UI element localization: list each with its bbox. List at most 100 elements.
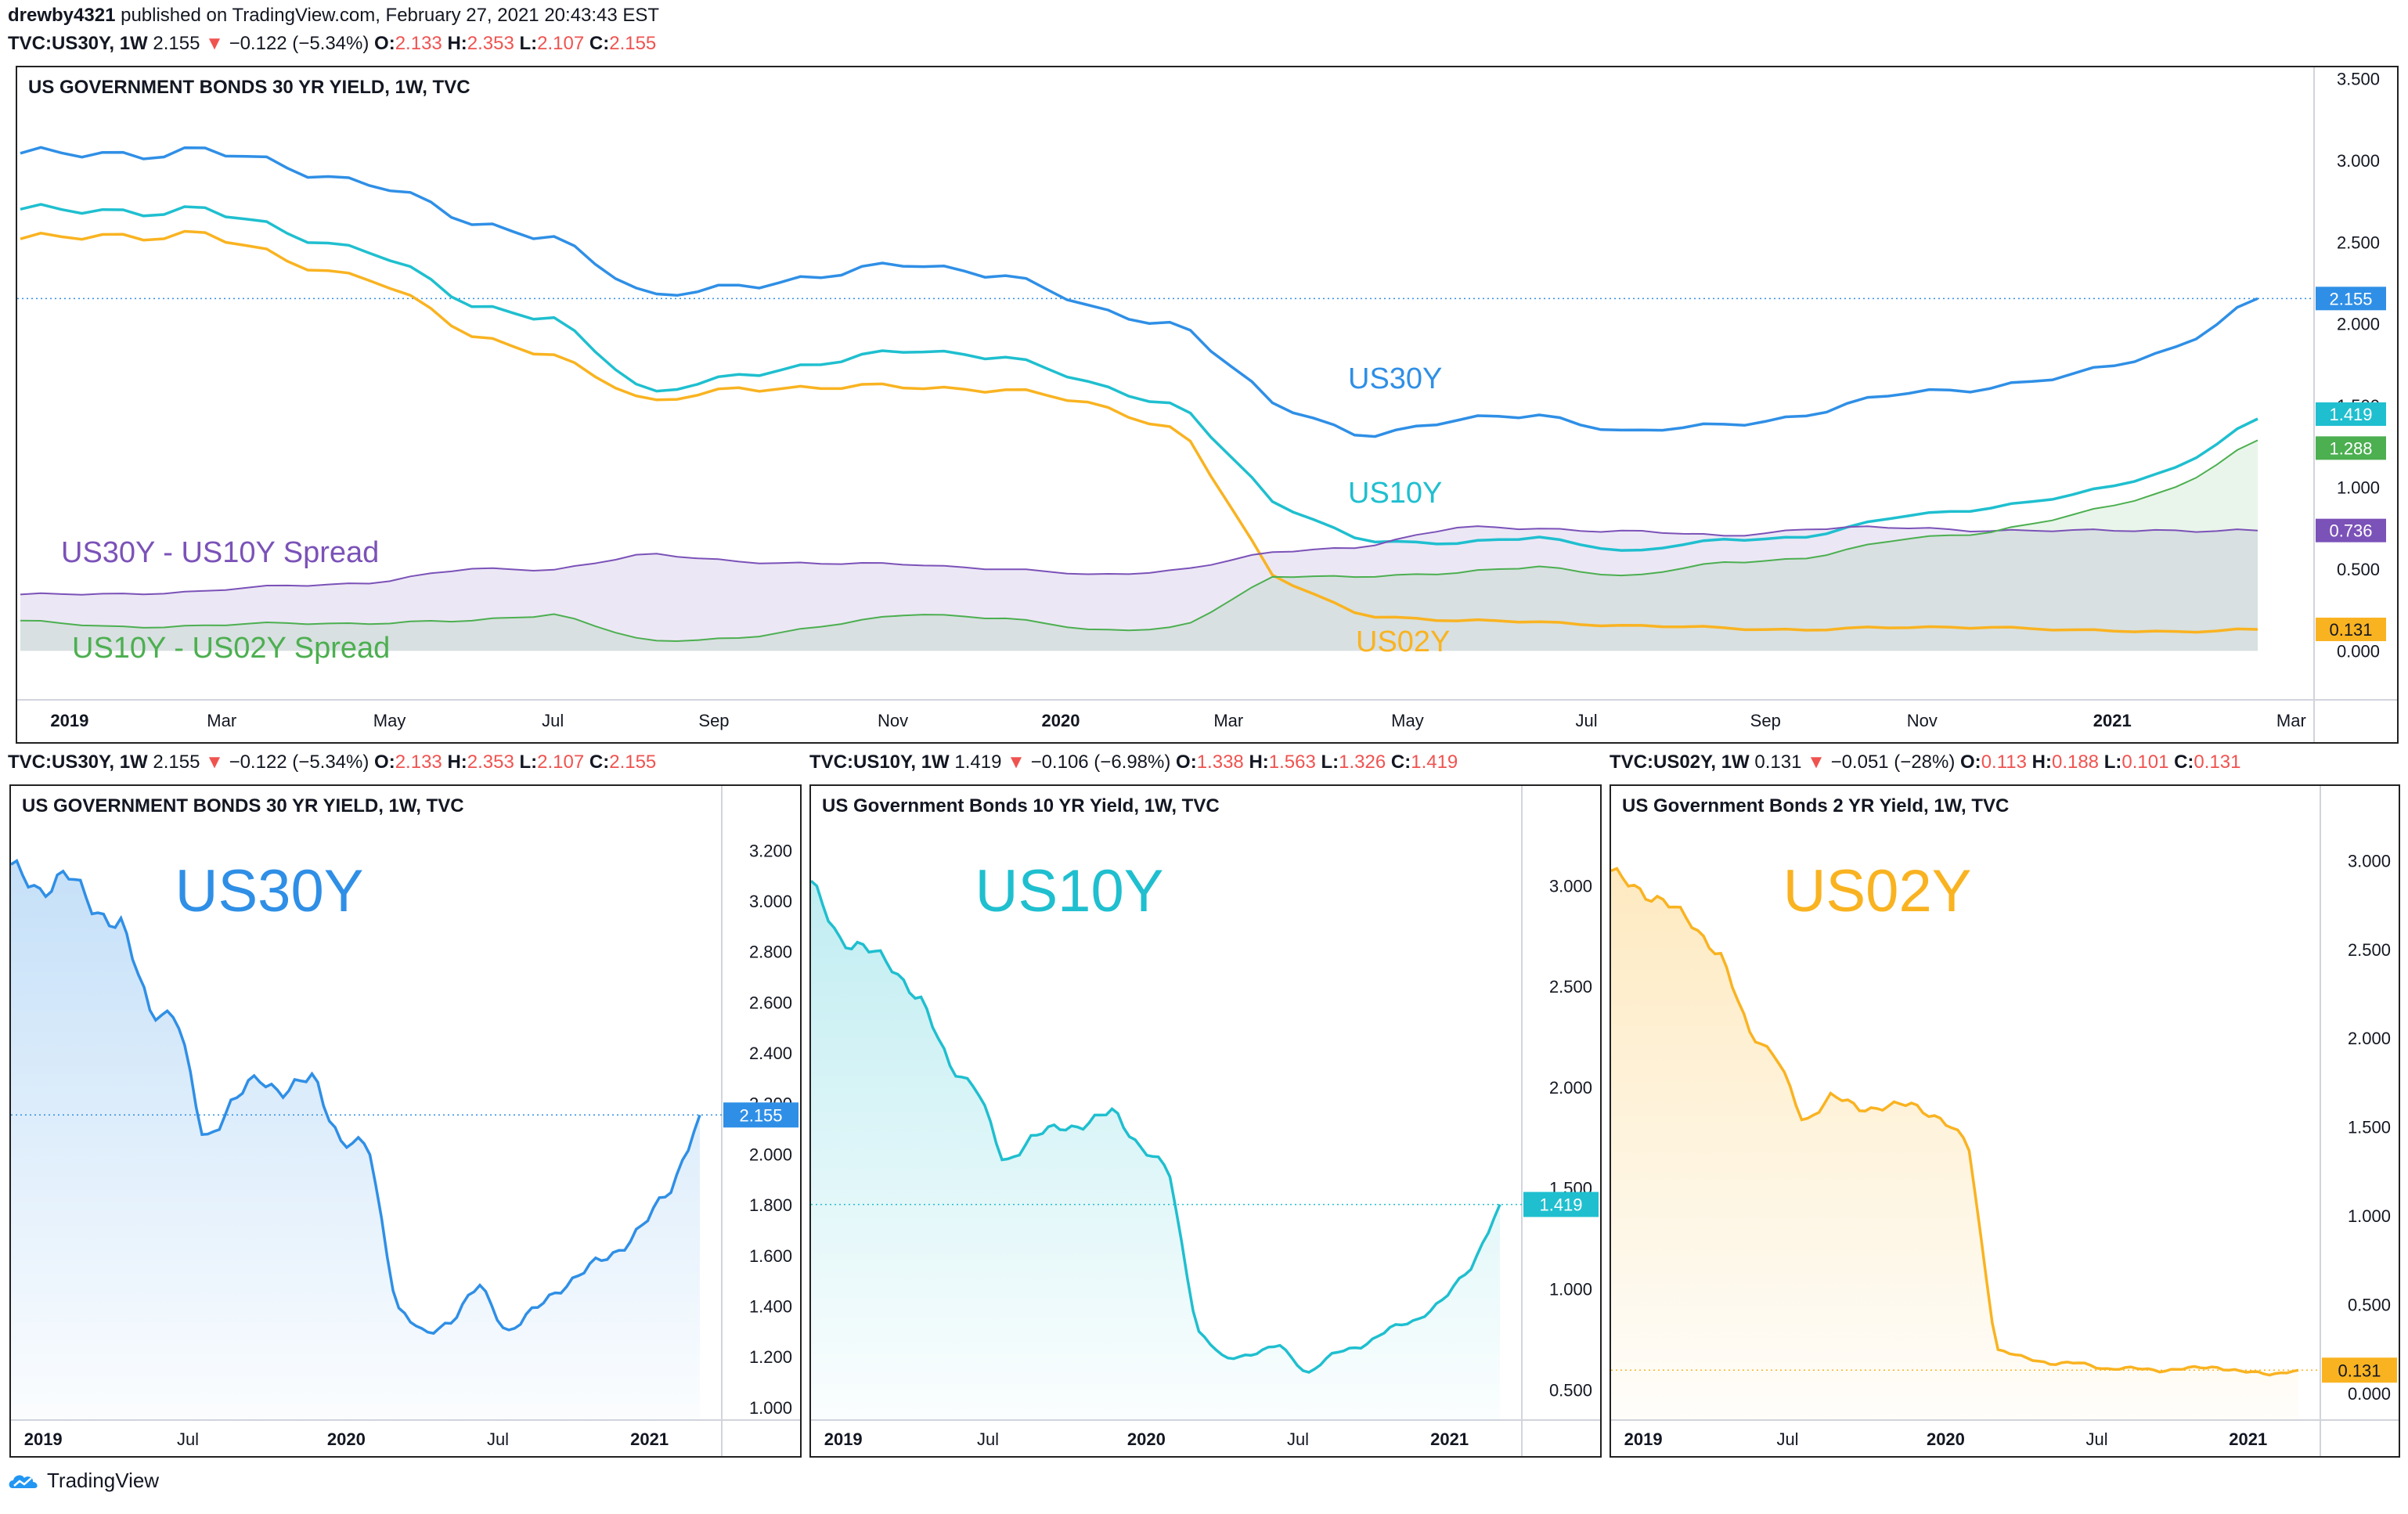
us10-high: 1.563 xyxy=(1268,752,1316,773)
x-tick-label: 2021 xyxy=(630,1429,669,1449)
x-tick-label: Mar xyxy=(207,711,236,730)
y-tick-label: 2.600 xyxy=(749,993,792,1012)
us30-close: 2.155 xyxy=(609,752,657,773)
x-tick-label: Jul xyxy=(542,711,564,730)
price-badge xyxy=(2316,617,2386,641)
series-label-0: US30Y xyxy=(1348,362,1442,395)
main-symbol[interactable]: TVC:US30Y, 1W xyxy=(8,33,148,54)
main-change: −0.122 (−5.34%) xyxy=(229,33,369,54)
x-tick-label: Jul xyxy=(1287,1429,1309,1449)
down-arrow-icon: ▼ xyxy=(1007,752,1026,773)
y-tick-label: 3.000 xyxy=(1549,876,1592,896)
us10-symbol[interactable]: TVC:US10Y, 1W xyxy=(809,752,950,773)
us30-chart-title: US GOVERNMENT BONDS 30 YR YIELD, 1W, TVC xyxy=(22,795,464,816)
series-label-3: US30Y - US10Y Spread xyxy=(61,536,379,569)
down-arrow-icon: ▼ xyxy=(205,752,224,773)
us02-chart-panel[interactable]: US Government Bonds 2 YR Yield, 1W, TVC … xyxy=(1610,784,2400,1458)
main-last: 2.155 xyxy=(153,33,200,54)
y-tick-label: 1.000 xyxy=(2348,1206,2391,1226)
spread-30-10-area xyxy=(20,526,2258,651)
us02-chart-title: US Government Bonds 2 YR Yield, 1W, TVC xyxy=(1622,795,2010,816)
series-label-2: US02Y xyxy=(1356,625,1450,658)
y-tick-label: 1.000 xyxy=(1549,1280,1592,1300)
series-line xyxy=(811,879,1501,1374)
y-tick-label: 2.500 xyxy=(2348,940,2391,960)
us10-chart-panel[interactable]: US Government Bonds 10 YR Yield, 1W, TVC… xyxy=(809,784,1602,1458)
us30y-line xyxy=(20,146,2258,438)
us02-low: 0.101 xyxy=(2121,752,2169,773)
main-ohlc-line: TVC:US30Y, 1W 2.155 ▼ −0.122 (−5.34%) O:… xyxy=(8,33,657,54)
price-badge xyxy=(1523,1191,1599,1217)
series-label-4: US10Y - US02Y Spread xyxy=(72,632,390,665)
us02-open: 0.113 xyxy=(1981,752,2027,773)
y-tick-label: 3.200 xyxy=(749,841,792,860)
price-badge-label: 0.131 xyxy=(2329,620,2372,640)
us10-change: −0.106 (−6.98%) xyxy=(1030,752,1171,773)
us30-change: −0.122 (−5.34%) xyxy=(229,752,369,773)
price-badge xyxy=(2316,518,2386,543)
main-chart-panel[interactable]: US GOVERNMENT BONDS 30 YR YIELD, 1W, TVC… xyxy=(16,66,2399,744)
x-tick-label: Jul xyxy=(2086,1429,2108,1449)
price-badge-label: 1.288 xyxy=(2329,438,2372,458)
us02-last: 0.131 xyxy=(1754,752,1802,773)
us02-chart-svg[interactable]: 3.000 2.500 2.000 1.500 1.000 0.500 0.000 0.131… xyxy=(1611,786,2399,1456)
us30-open: 2.133 xyxy=(395,752,442,773)
us02y-line xyxy=(20,229,2258,634)
us30-symbol[interactable]: TVC:US30Y, 1W xyxy=(8,752,148,773)
area-fill xyxy=(1611,868,2298,1420)
y-tick-label: 1.400 xyxy=(749,1296,792,1316)
y-tick-label: 2.000 xyxy=(2348,1029,2391,1048)
us02-symbol[interactable]: TVC:US02Y, 1W xyxy=(1610,752,1750,773)
x-tick-label: Sep xyxy=(698,711,729,730)
x-tick-label: Mar xyxy=(2276,711,2306,730)
us30-high: 2.353 xyxy=(467,752,514,773)
x-tick-label: 2020 xyxy=(327,1429,366,1449)
price-badge-label: 1.419 xyxy=(2329,405,2372,424)
main-high: 2.353 xyxy=(467,33,514,54)
y-tick-label: 2.800 xyxy=(749,943,792,962)
price-badge xyxy=(2316,436,2386,460)
tradingview-logo[interactable]: TradingView xyxy=(8,1469,159,1493)
cloud-chart-icon xyxy=(9,1474,38,1488)
us02-change: −0.051 (−28%) xyxy=(1830,752,1956,773)
x-tick-label: Jul xyxy=(1776,1429,1798,1449)
series-line xyxy=(1611,867,2299,1377)
us30-chart-svg[interactable]: 3.2003.0002.8002.6002.4002.2002.0001.800… xyxy=(11,786,800,1456)
price-badge xyxy=(2316,287,2386,311)
x-tick-label: 2019 xyxy=(1624,1429,1663,1449)
big-series-label: US10Y xyxy=(975,858,1164,925)
price-badge xyxy=(2322,1357,2397,1383)
price-badge-label: 2.155 xyxy=(2329,289,2372,308)
y-tick-label: 1.000 xyxy=(749,1398,792,1418)
us02-ohlc-line: TVC:US02Y, 1W 0.131 ▼ −0.051 (−28%) O:0.… xyxy=(1610,752,2241,773)
price-badge xyxy=(723,1102,798,1128)
us10y-line xyxy=(20,203,2258,552)
y-tick-label: 3.500 xyxy=(2337,69,2380,88)
price-badge-label: 0.736 xyxy=(2329,521,2372,541)
us10-chart-title: US Government Bonds 10 YR Yield, 1W, TVC xyxy=(822,795,1220,816)
published-text: published on TradingView.com, February 2… xyxy=(121,5,660,26)
big-series-label: US02Y xyxy=(1783,858,1972,925)
price-badge-label: 1.419 xyxy=(1539,1195,1582,1215)
spread-10-02-line xyxy=(20,439,2258,643)
x-tick-label: May xyxy=(373,711,406,730)
publisher-name[interactable]: drewby4321 xyxy=(8,5,116,26)
x-tick-label: 2020 xyxy=(1041,711,1080,730)
x-tick-label: May xyxy=(1391,711,1424,730)
price-badge-label: 2.155 xyxy=(739,1105,782,1125)
us02-close: 0.131 xyxy=(2194,752,2241,773)
us10-low: 1.326 xyxy=(1339,752,1386,773)
us30-chart-panel[interactable]: US GOVERNMENT BONDS 30 YR YIELD, 1W, TVC… xyxy=(9,784,802,1458)
spread-30-10-line xyxy=(20,525,2258,596)
x-tick-label: 2021 xyxy=(2093,711,2132,730)
y-tick-label: 1.500 xyxy=(2348,1118,2391,1137)
y-tick-label: 3.000 xyxy=(2348,851,2391,871)
x-tick-label: 2019 xyxy=(24,1429,63,1449)
main-chart-svg[interactable]: 3.5003.0002.5002.0001.5001.0000.5000.000… xyxy=(17,67,2397,742)
x-tick-label: 2020 xyxy=(1127,1429,1166,1449)
x-tick-label: 2021 xyxy=(2229,1429,2267,1449)
us10-last: 1.419 xyxy=(954,752,1002,773)
x-tick-label: 2021 xyxy=(1430,1429,1469,1449)
x-tick-label: Jul xyxy=(177,1429,199,1449)
